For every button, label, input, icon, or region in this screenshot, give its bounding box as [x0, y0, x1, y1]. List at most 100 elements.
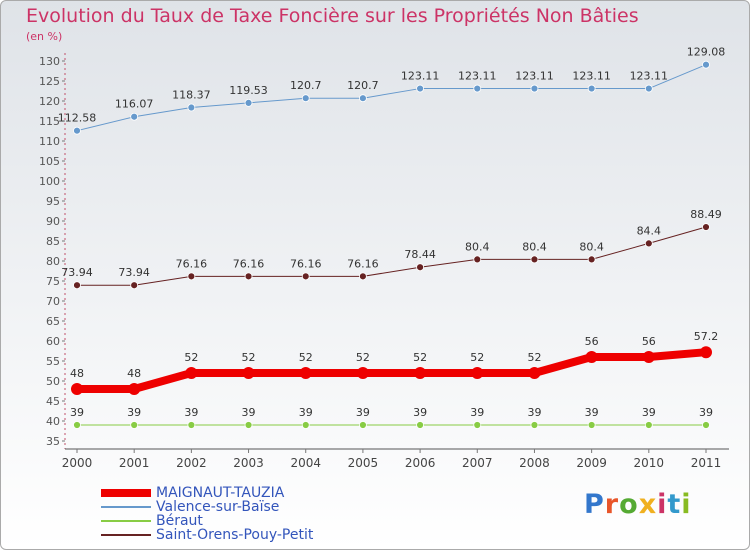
series-line	[76, 64, 707, 132]
data-label: 56	[585, 335, 599, 348]
data-point	[185, 367, 198, 379]
data-point	[359, 94, 367, 103]
series-valence-sur-baise: 112.58 116.07 118.37 119.53 120.7 120.7 123.11…	[58, 46, 725, 135]
data-point	[530, 421, 539, 429]
data-point	[301, 94, 310, 103]
logo-letter: r	[604, 489, 620, 520]
data-label: 84.4	[637, 224, 662, 237]
data-point	[528, 367, 541, 379]
data-point	[702, 60, 710, 69]
data-point	[359, 421, 367, 429]
data-label: 116.07	[115, 98, 154, 111]
logo-letter: i	[681, 489, 692, 520]
y-tick-label: 70	[46, 295, 60, 308]
data-point	[73, 421, 81, 429]
data-label: 39	[127, 406, 141, 419]
legend-swatch	[101, 520, 151, 522]
y-tick-label: 95	[46, 195, 60, 208]
data-label: 52	[413, 351, 427, 364]
data-point	[128, 383, 141, 395]
data-point	[414, 367, 427, 379]
legend-swatch	[101, 506, 151, 508]
data-label: 57.2	[694, 330, 719, 343]
data-point	[585, 351, 598, 363]
data-label: 76.16	[176, 257, 208, 270]
data-label: 52	[527, 351, 541, 364]
data-label: 123.11	[572, 70, 611, 83]
legend-label: Béraut	[156, 513, 203, 529]
data-label: 39	[699, 406, 713, 419]
legend-swatch	[101, 534, 151, 536]
data-label: 52	[356, 351, 370, 364]
x-tick-label: 2005	[348, 456, 379, 470]
data-point	[244, 421, 253, 429]
series-maignaut-tauzia: 48 48 52 52 52 52 52 52 52 56 56 57.2	[70, 330, 718, 395]
data-label: 39	[242, 406, 256, 419]
data-label: 118.37	[172, 89, 211, 102]
data-point	[244, 272, 253, 281]
legend-label: MAIGNAUT-TAUZIA	[156, 485, 285, 501]
y-tick-label: 75	[46, 275, 60, 288]
data-label: 112.58	[58, 112, 97, 125]
y-tick-label: 115	[39, 115, 60, 128]
data-point	[301, 272, 310, 281]
data-label: 76.16	[347, 257, 379, 270]
data-label: 78.44	[404, 248, 436, 261]
logo-letter: i	[657, 489, 668, 520]
data-point	[416, 421, 424, 429]
data-label: 52	[242, 351, 256, 364]
proxiti-logo: Proxiti	[584, 489, 692, 520]
data-label: 39	[413, 406, 427, 419]
data-label: 80.4	[465, 240, 490, 253]
data-label: 39	[642, 406, 656, 419]
data-label: 123.11	[515, 70, 554, 83]
data-label: 120.7	[290, 79, 322, 92]
data-point	[587, 255, 596, 264]
x-tick-label: 2001	[119, 456, 150, 470]
data-label: 119.53	[229, 84, 268, 97]
y-tick-label: 130	[39, 55, 60, 68]
logo-letter: o	[619, 489, 639, 520]
x-tick-label: 2010	[634, 456, 665, 470]
data-point	[473, 421, 482, 429]
series-saint-orens-pouy-petit: 73.94 73.94 76.16 76.16 76.16 76.16 78.44 80.4 8…	[61, 208, 722, 290]
data-label: 39	[70, 406, 84, 419]
data-point	[644, 421, 653, 429]
legend-swatch	[101, 489, 151, 497]
y-tick-label: 85	[46, 235, 60, 248]
data-label: 80.4	[579, 240, 604, 253]
data-label: 52	[184, 351, 198, 364]
series-line	[76, 226, 707, 286]
y-tick-label: 45	[46, 395, 60, 408]
x-tick-label: 2009	[576, 456, 607, 470]
y-tick-label: 55	[46, 355, 60, 368]
y-tick-label: 125	[39, 75, 60, 88]
data-point	[702, 223, 710, 231]
x-tick-label: 2011	[691, 456, 722, 470]
y-tick-label: 100	[39, 175, 60, 188]
data-point	[73, 126, 81, 135]
data-point	[416, 84, 424, 93]
data-point	[530, 255, 539, 264]
x-tick-label: 2007	[462, 456, 493, 470]
y-tick-label: 65	[46, 315, 60, 328]
data-label: 76.16	[233, 257, 265, 270]
data-label: 56	[642, 335, 656, 348]
data-point	[644, 84, 653, 93]
data-label: 39	[585, 406, 599, 419]
data-point	[299, 367, 312, 379]
data-label: 52	[470, 351, 484, 364]
data-point	[642, 351, 655, 363]
data-point	[130, 281, 139, 290]
data-label: 39	[299, 406, 313, 419]
data-label: 123.11	[401, 70, 440, 83]
data-point	[71, 383, 83, 395]
data-label: 120.7	[347, 79, 379, 92]
logo-letter: t	[667, 489, 682, 520]
data-label: 123.11	[458, 70, 497, 83]
data-point	[187, 272, 196, 281]
data-point	[587, 84, 596, 93]
y-tick-label: 110	[39, 135, 60, 148]
